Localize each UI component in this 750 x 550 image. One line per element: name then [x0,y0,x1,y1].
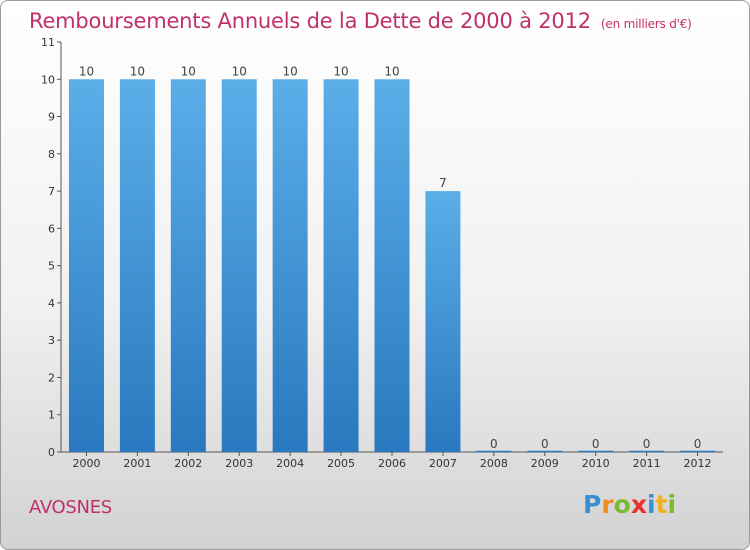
data-label: 10 [130,64,145,78]
bar-2000 [68,79,104,452]
y-tick-label: 6 [48,222,55,235]
commune-name: AVOSNES [29,497,112,518]
data-label: 0 [694,437,702,451]
chart-title-text: Remboursements Annuels de la Dette de 20… [29,9,591,33]
chart-unit: (en milliers d'€) [600,17,692,31]
x-tick-label: 2009 [531,457,559,470]
x-tick-label: 2006 [378,457,406,470]
y-tick-label: 4 [48,297,55,310]
data-label: 0 [490,437,498,451]
x-tick-label: 2005 [327,457,355,470]
bar-2006 [374,79,410,452]
data-label: 10 [333,64,348,78]
x-tick-label: 2002 [174,457,202,470]
y-tick-label: 3 [48,334,55,347]
y-tick-label: 0 [48,446,55,459]
y-tick-label: 8 [48,148,55,161]
y-tick-label: 9 [48,111,55,124]
data-label: 10 [79,64,94,78]
data-label: 0 [592,437,600,451]
chart-title: Remboursements Annuels de la Dette de 20… [29,9,692,33]
data-label: 0 [643,437,651,451]
bar-2003 [221,79,257,452]
y-tick-label: 1 [48,409,55,422]
bar-2007 [425,191,461,452]
data-label: 10 [181,64,196,78]
data-label: 10 [232,64,247,78]
x-tick-label: 2008 [480,457,508,470]
x-tick-label: 2010 [582,457,610,470]
bar-2002 [170,79,206,452]
x-tick-label: 2007 [429,457,457,470]
data-label: 0 [541,437,549,451]
x-tick-label: 2012 [684,457,712,470]
data-label: 7 [439,176,447,190]
x-tick-label: 2000 [72,457,100,470]
bar-2001 [119,79,155,452]
bar-2004 [272,79,308,452]
data-label: 10 [384,64,399,78]
y-tick-label: 10 [41,73,55,86]
y-tick-label: 11 [41,36,55,49]
y-tick-label: 2 [48,371,55,384]
bar-2005 [323,79,359,452]
y-tick-label: 7 [48,185,55,198]
proxiti-logo: Proxiti [583,490,677,519]
y-tick-label: 5 [48,260,55,273]
x-tick-label: 2011 [633,457,661,470]
x-tick-label: 2001 [123,457,151,470]
x-tick-label: 2004 [276,457,304,470]
data-label: 10 [283,64,298,78]
x-tick-label: 2003 [225,457,253,470]
